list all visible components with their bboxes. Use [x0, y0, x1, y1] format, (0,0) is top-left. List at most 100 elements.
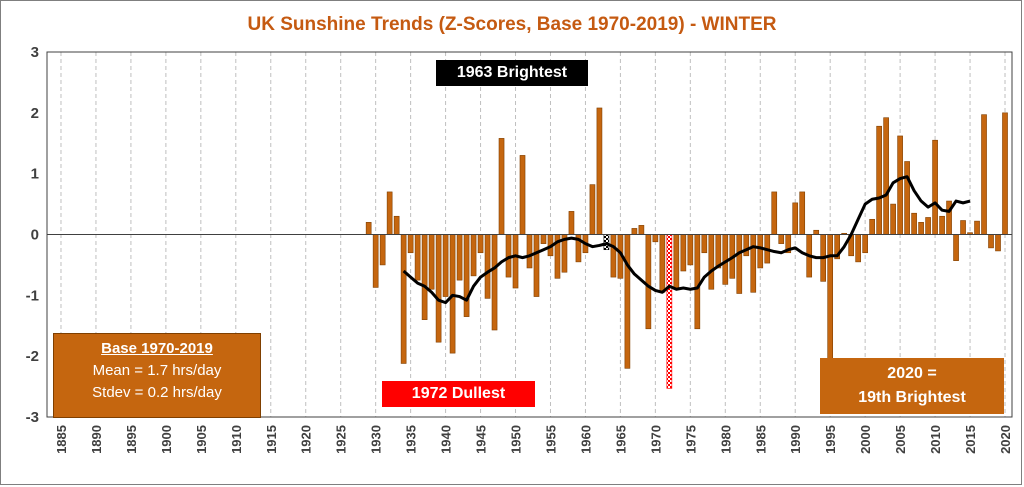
bar	[393, 215, 400, 235]
bar	[778, 234, 785, 244]
x-tick-label: 1945	[474, 425, 489, 454]
bar	[512, 234, 519, 289]
x-tick-label: 1885	[54, 425, 69, 454]
bar	[442, 234, 449, 297]
x-tick-label: 1930	[369, 425, 384, 454]
bar	[372, 234, 379, 288]
bar	[519, 155, 526, 235]
x-tick-label: 1925	[334, 425, 349, 454]
bar	[645, 234, 652, 330]
bar	[799, 191, 806, 235]
bar	[673, 234, 680, 290]
bar	[1002, 112, 1008, 235]
bar	[995, 234, 1001, 252]
y-tick-label: 0	[31, 227, 39, 244]
bar	[925, 217, 931, 235]
bar	[631, 228, 638, 235]
x-tick-label: 1995	[823, 425, 838, 454]
bar	[771, 191, 778, 235]
bar	[652, 234, 659, 243]
bar	[610, 234, 617, 278]
x-tick-label: 1890	[89, 425, 104, 454]
x-tick-label: 1895	[124, 425, 139, 454]
bar	[379, 234, 386, 266]
x-tick-label: 1980	[718, 425, 733, 454]
bar	[680, 234, 687, 272]
bar	[813, 229, 820, 235]
bar	[736, 234, 743, 294]
bar	[596, 107, 603, 235]
bar	[911, 212, 917, 235]
x-tick-label: 1965	[613, 425, 628, 454]
bar	[421, 234, 428, 320]
bar	[953, 234, 959, 261]
bar	[414, 234, 421, 281]
x-tick-label: 1920	[299, 425, 314, 454]
y-tick-label: -2	[26, 348, 39, 365]
year-2020-note: 2020 = 19th Brightest	[820, 358, 1004, 414]
bar	[939, 215, 945, 235]
x-tick-label: 1950	[509, 425, 524, 454]
x-tick-label: 1955	[543, 425, 558, 454]
bar	[449, 234, 456, 354]
bar	[484, 234, 491, 299]
bar	[407, 234, 414, 254]
bar	[988, 234, 994, 249]
bar	[533, 234, 540, 297]
bar	[687, 234, 694, 266]
x-tick-label: 1970	[648, 425, 663, 454]
base-info-stdev: Stdev = 0.2 hrs/day	[92, 384, 222, 401]
bar	[890, 203, 896, 235]
bar	[386, 191, 393, 235]
bar	[792, 202, 799, 235]
bar	[904, 161, 910, 235]
bar	[701, 234, 708, 254]
bar	[960, 220, 966, 235]
bar	[757, 234, 764, 269]
y-tick-label: 2	[31, 105, 39, 122]
x-tick-label: 1990	[788, 425, 803, 454]
bar	[708, 234, 715, 290]
bar	[456, 234, 463, 281]
bar-brightest	[603, 234, 610, 251]
bar	[974, 220, 980, 235]
bar	[568, 211, 575, 235]
bar-dullest	[666, 234, 673, 389]
bar	[883, 117, 889, 235]
x-tick-label: 1900	[159, 425, 174, 454]
base-info-box: Base 1970-2019 Mean = 1.7 hrs/day Stdev …	[53, 333, 261, 418]
bar	[981, 114, 987, 235]
bar	[526, 234, 533, 269]
x-tick-label: 1940	[439, 425, 454, 454]
y-tick-label: 1	[31, 166, 39, 183]
x-tick-label: 1975	[683, 425, 698, 454]
year-2020-line2: 19th Brightest	[858, 389, 966, 406]
bar	[463, 234, 470, 317]
base-info-title: Base 1970-2019	[101, 340, 213, 357]
moving-average-line	[402, 175, 971, 305]
bar	[491, 234, 498, 331]
bar	[638, 225, 645, 235]
bar	[918, 222, 924, 235]
x-tick-label: 2010	[928, 425, 943, 454]
bar	[715, 234, 722, 269]
x-tick-label: 1985	[753, 425, 768, 454]
x-tick-label: 1960	[578, 425, 593, 454]
bar	[743, 234, 750, 257]
bar	[400, 234, 407, 364]
bar	[589, 184, 596, 235]
bar	[862, 234, 868, 254]
y-tick-label: -1	[26, 287, 39, 304]
bar	[540, 234, 547, 244]
bar	[932, 139, 938, 235]
bar	[855, 234, 861, 263]
bar	[869, 218, 875, 235]
bar	[624, 234, 631, 369]
y-tick-label: 3	[31, 44, 39, 61]
bar	[694, 234, 701, 330]
x-tick-label: 1915	[264, 425, 279, 454]
bar	[428, 234, 435, 290]
base-info-mean: Mean = 1.7 hrs/day	[92, 362, 222, 379]
